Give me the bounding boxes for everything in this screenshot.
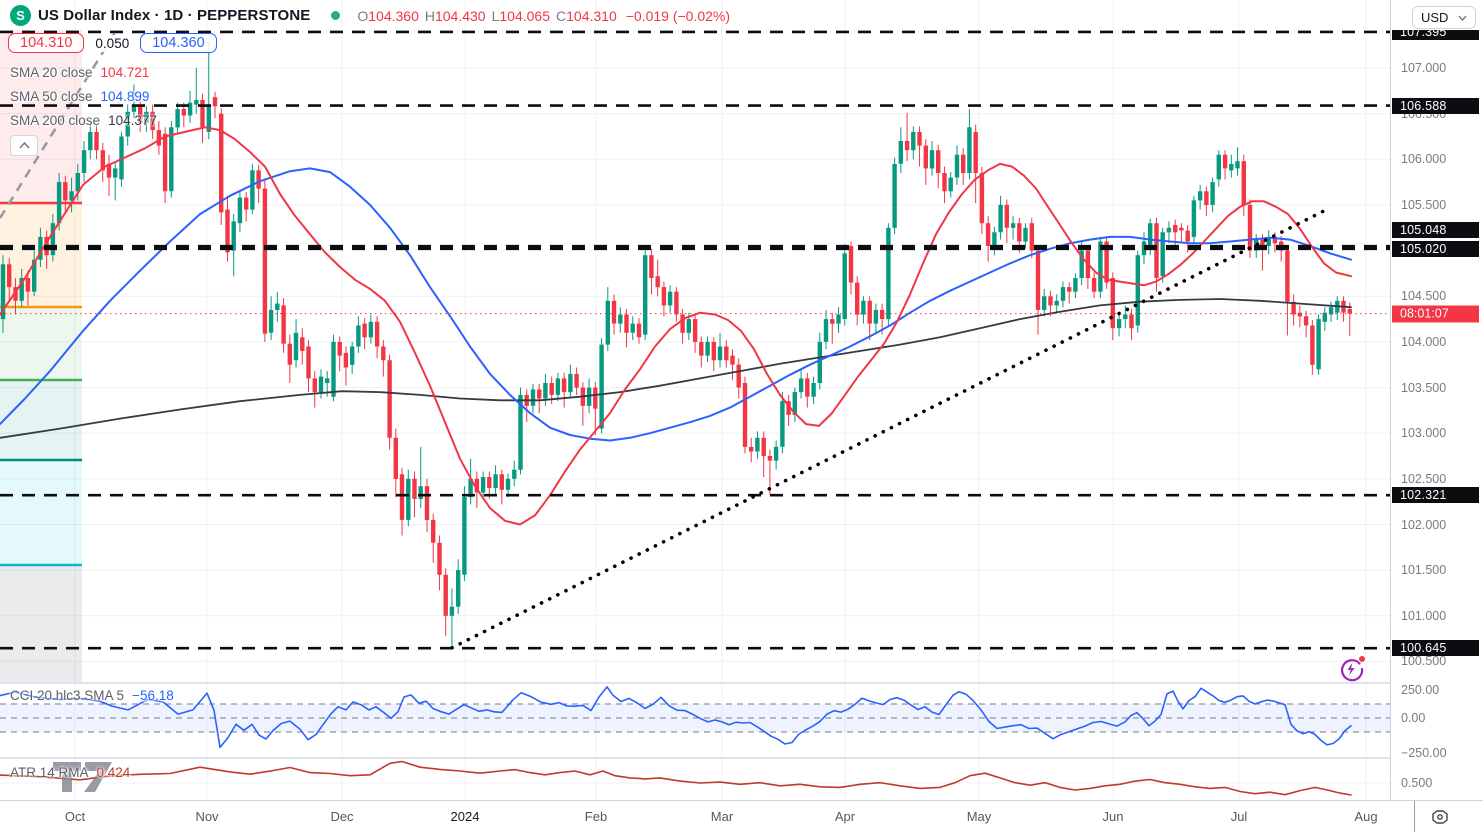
- time-axis-separator: [1414, 801, 1415, 832]
- atr-tick: 0.500: [1401, 776, 1433, 790]
- sma-20-line: [0, 126, 1352, 526]
- quote-row: 104.310 0.050 104.360: [8, 33, 217, 53]
- price-tick: 101.000: [1401, 608, 1447, 623]
- time-axis-label: Jul: [1230, 809, 1248, 824]
- symbol-header: S US Dollar Index · 1D · PEPPERSTONE O10…: [10, 5, 730, 26]
- price-tick: 106.000: [1401, 152, 1447, 167]
- price-tick: 102.000: [1401, 517, 1447, 532]
- ohlc-open-value: 104.360: [368, 7, 419, 24]
- bar-countdown-label: 08:01:07: [1392, 305, 1479, 323]
- sma50-label: SMA 50 close: [10, 89, 93, 104]
- cci-pane[interactable]: [0, 686, 1390, 749]
- time-axis-label: May: [966, 809, 992, 824]
- sma-50-line: [0, 167, 1352, 442]
- time-axis-settings-button[interactable]: [1430, 807, 1450, 827]
- legend-cci[interactable]: CCI 20 hlc3 SMA 5 −56.18: [10, 688, 174, 703]
- legend-sma50[interactable]: SMA 50 close 104.899: [10, 89, 149, 104]
- sma20-value: 104.721: [100, 65, 150, 80]
- time-axis-label: Oct: [64, 809, 86, 824]
- candles[interactable]: [0, 37, 1352, 647]
- symbol-title[interactable]: US Dollar Index · 1D · PEPPERSTONE: [38, 7, 311, 24]
- time-axis-label: Mar: [710, 809, 734, 824]
- ohlc-close-value: 104.310: [566, 7, 617, 24]
- currency-selector-button[interactable]: USD: [1412, 6, 1476, 29]
- sma-200-line: [0, 298, 1352, 439]
- buy-button[interactable]: 104.360: [140, 33, 217, 53]
- time-axis-label: Dec: [330, 809, 354, 824]
- market-status-dot-icon: [331, 11, 341, 20]
- price-tick: 104.000: [1401, 334, 1447, 349]
- cci-label: CCI 20 hlc3 SMA 5: [10, 688, 125, 703]
- price-tick: 101.500: [1401, 563, 1447, 578]
- time-axis-label: 2024: [450, 809, 480, 824]
- tradingview-logo-icon[interactable]: [52, 760, 114, 799]
- price-tick: 103.500: [1401, 380, 1447, 395]
- key-level-lines[interactable]: [0, 30, 1390, 650]
- atr-pane[interactable]: [0, 760, 1352, 796]
- spread-value: 0.050: [90, 34, 135, 52]
- chevron-down-icon: [1458, 15, 1467, 21]
- cci-tick: −250.00: [1401, 746, 1447, 760]
- level-price-label: 100.645: [1392, 640, 1479, 657]
- time-axis-label: Nov: [195, 809, 219, 824]
- atr-value: 0.424: [96, 765, 131, 780]
- price-change: −0.019 (−0.02%): [625, 7, 731, 24]
- collapse-legend-button[interactable]: [10, 135, 38, 156]
- price-axis[interactable]: 107.000 106.500 106.000 105.500 104.500 104.0…: [1391, 0, 1483, 800]
- ohlc-values: O104.360 H104.430 L104.065 C104.310: [357, 8, 616, 24]
- sma200-label: SMA 200 close: [10, 113, 101, 128]
- level-price-label: 102.321: [1392, 487, 1479, 504]
- atr-label: ATR 14 RMA: [10, 765, 89, 780]
- cci-line: [0, 686, 1352, 749]
- sma50-value: 104.899: [100, 89, 150, 104]
- legend-atr[interactable]: ATR 14 RMA 0.424: [10, 765, 130, 780]
- gear-icon: [1432, 810, 1448, 824]
- quick-actions-button[interactable]: [1338, 655, 1366, 684]
- dotted-uptrend-line[interactable]: [450, 208, 1327, 650]
- moving-averages: [0, 126, 1352, 526]
- sell-button[interactable]: 104.310: [8, 33, 85, 53]
- ohlc-open-key: O: [357, 7, 369, 24]
- cci-tick: 0.00: [1401, 711, 1426, 725]
- ohlc-low-value: 104.065: [499, 7, 550, 24]
- time-axis-label: Apr: [834, 809, 856, 824]
- price-tick: 105.500: [1401, 197, 1447, 212]
- lightning-icon: [1341, 659, 1364, 682]
- sma200-value: 104.377: [108, 113, 157, 128]
- price-axis-header: USD: [1391, 0, 1483, 30]
- chevron-up-icon: [18, 142, 30, 149]
- ohlc-high-key: H: [424, 7, 435, 24]
- price-tick: 107.000: [1401, 61, 1447, 75]
- time-axis-label: Jun: [1102, 809, 1124, 824]
- notification-dot: [1358, 655, 1366, 663]
- price-tick: 103.000: [1401, 426, 1447, 441]
- time-axis-label: Aug: [1354, 809, 1378, 824]
- price-tick: 104.500: [1401, 289, 1447, 304]
- gray-dashed-trendline[interactable]: [0, 27, 120, 219]
- atr-line: [0, 760, 1352, 796]
- level-price-label: 105.020: [1392, 240, 1479, 257]
- level-price-label: 106.588: [1392, 97, 1479, 114]
- ohlc-close-key: C: [556, 7, 567, 24]
- legend-sma200[interactable]: SMA 200 close 104.377: [10, 113, 157, 128]
- cci-value: −56.18: [132, 688, 174, 703]
- ohlc-low-key: L: [491, 7, 500, 24]
- ohlc-high-value: 104.430: [434, 7, 486, 24]
- time-axis-label: Feb: [584, 809, 608, 824]
- price-tick: 100.500: [1401, 654, 1447, 669]
- level-price-label: 105.048: [1392, 222, 1479, 238]
- symbol-logo-icon[interactable]: S: [10, 5, 31, 26]
- price-tick: 102.500: [1401, 471, 1447, 486]
- legend-sma20[interactable]: SMA 20 close 104.721: [10, 65, 149, 80]
- time-axis[interactable]: Oct Nov Dec 2024 Feb Mar Apr May Jun Jul Aug: [0, 800, 1483, 832]
- currency-label: USD: [1421, 10, 1449, 25]
- sma20-label: SMA 20 close: [10, 65, 93, 80]
- cci-tick: 250.00: [1401, 683, 1440, 697]
